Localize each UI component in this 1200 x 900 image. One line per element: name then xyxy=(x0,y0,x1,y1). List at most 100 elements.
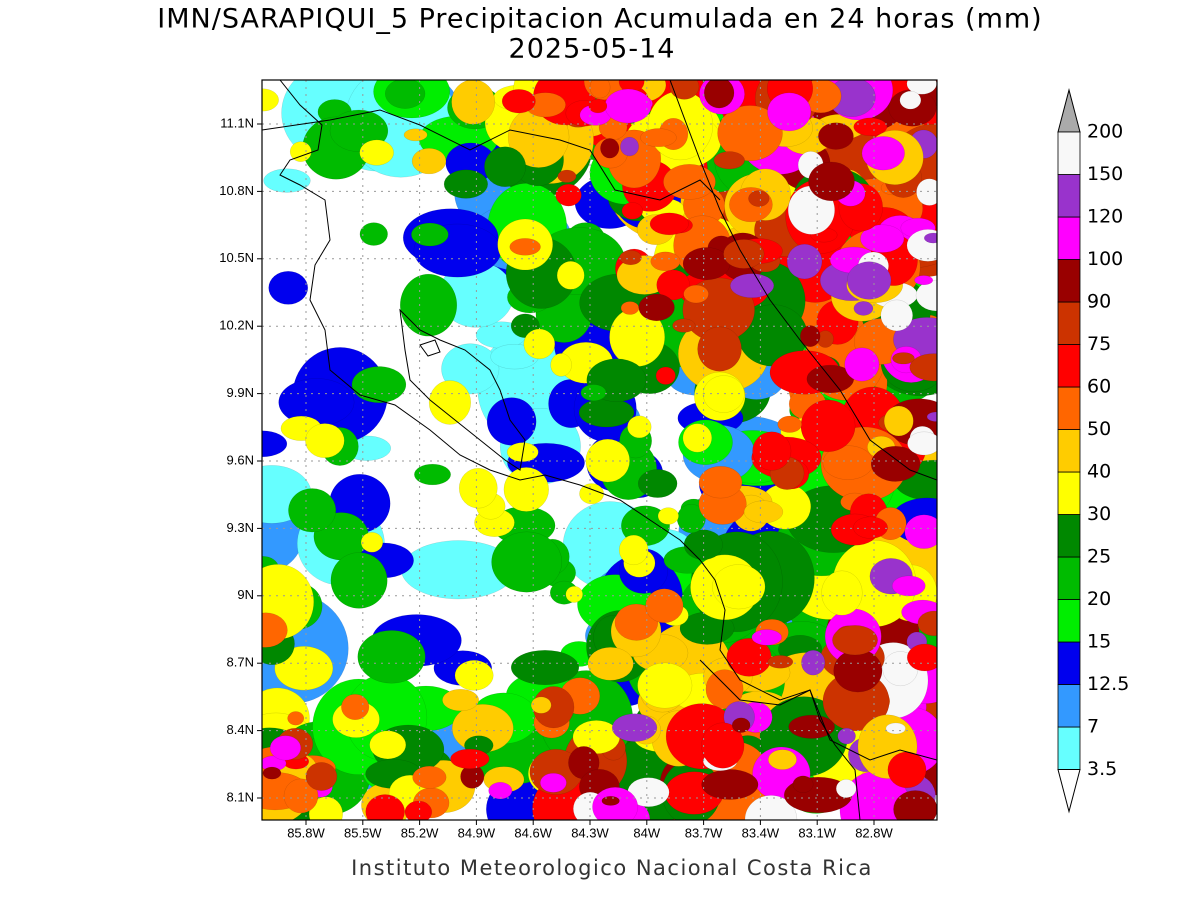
rain-area xyxy=(861,136,905,171)
lat-label: 10.5N xyxy=(219,250,254,265)
colorbar-swatch xyxy=(1057,259,1081,303)
rain-area xyxy=(627,415,652,439)
rain-area xyxy=(269,735,301,761)
rain-area xyxy=(808,161,855,201)
rain-area xyxy=(752,431,792,471)
colorbar-label: 75 xyxy=(1087,333,1111,355)
rain-area xyxy=(263,168,311,193)
rain-area xyxy=(853,301,874,316)
rain-area xyxy=(351,366,407,403)
rain-area xyxy=(792,775,814,793)
rain-area xyxy=(592,787,638,820)
rain-area xyxy=(663,164,716,200)
colorbar-label: 50 xyxy=(1087,418,1111,440)
rain-area xyxy=(404,800,432,820)
rain-area xyxy=(748,190,770,207)
rain-area xyxy=(412,765,447,789)
colorbar-swatch xyxy=(1057,641,1081,685)
rain-area xyxy=(698,466,743,499)
rain-area xyxy=(305,423,345,458)
rain-area xyxy=(523,328,555,360)
rain-area xyxy=(612,713,658,742)
rain-area xyxy=(907,431,937,456)
rain-area xyxy=(730,273,774,298)
rain-area xyxy=(451,80,495,125)
rain-area xyxy=(443,169,488,199)
rain-area xyxy=(844,347,880,382)
rain-area xyxy=(600,138,620,159)
colorbar-swatch xyxy=(1057,471,1081,515)
rain-area xyxy=(588,98,608,114)
rain-area xyxy=(357,630,426,684)
rain-area xyxy=(837,728,856,745)
colorbar-label: 25 xyxy=(1087,546,1111,568)
subtitle: 2025-05-14 xyxy=(509,34,676,65)
rain-area xyxy=(488,782,513,800)
rain-area xyxy=(268,271,308,305)
rain-area xyxy=(450,748,490,769)
map-frame xyxy=(261,79,938,821)
rain-area xyxy=(786,244,823,280)
rain-area xyxy=(400,274,457,337)
rain-area xyxy=(723,239,765,269)
rain-area xyxy=(833,649,883,693)
rain-area xyxy=(885,722,906,735)
rain-area xyxy=(619,250,642,265)
rain-area xyxy=(503,467,549,512)
rain-area xyxy=(880,299,913,332)
rain-area xyxy=(414,464,451,486)
rain-area xyxy=(682,247,731,280)
rain-area xyxy=(853,117,888,136)
rain-area xyxy=(892,352,915,365)
colorbar-swatch xyxy=(1057,684,1081,728)
rain-area xyxy=(914,275,933,285)
rain-area xyxy=(924,232,937,244)
colorbar-swatch xyxy=(1057,429,1081,473)
rain-area xyxy=(601,796,620,806)
colorbar-swatch xyxy=(1057,301,1081,345)
colorbar-label: 150 xyxy=(1087,163,1123,185)
colorbar-label: 15 xyxy=(1087,631,1111,653)
colorbar-label: 3.5 xyxy=(1087,758,1117,780)
rain-area xyxy=(359,222,388,246)
rain-area xyxy=(283,778,319,814)
rain-area xyxy=(511,650,579,685)
rain-area xyxy=(411,222,449,247)
rain-area xyxy=(788,715,835,739)
rain-area xyxy=(712,564,766,610)
rain-area xyxy=(767,655,794,669)
lat-label: 9.6N xyxy=(227,452,254,467)
rain-area xyxy=(341,694,370,720)
colorbar-swatch xyxy=(1057,131,1081,175)
rain-area xyxy=(669,80,700,100)
rain-area xyxy=(565,586,583,603)
rain-area xyxy=(649,212,689,235)
rain-area xyxy=(454,660,494,691)
rain-area xyxy=(915,280,937,312)
rain-area xyxy=(359,139,394,166)
colorbar-label: 20 xyxy=(1087,588,1111,610)
title: IMN/SARAPIQUI_5 Precipitacion Acumulada … xyxy=(157,4,1042,35)
colorbar-label: 30 xyxy=(1087,503,1111,525)
rain-area xyxy=(893,790,937,820)
lon-label: 83.7W xyxy=(685,825,723,840)
coastlines xyxy=(262,80,937,820)
rain-area xyxy=(621,202,643,220)
rain-area xyxy=(360,532,383,553)
precipitation-field xyxy=(262,80,937,820)
rain-area xyxy=(262,612,288,648)
rain-area xyxy=(550,353,572,377)
rain-area xyxy=(705,669,744,709)
rain-area xyxy=(262,88,279,112)
rain-area xyxy=(287,711,304,726)
rain-area xyxy=(909,353,937,382)
colorbar-label: 7 xyxy=(1087,716,1099,738)
rain-area xyxy=(637,662,693,709)
rain-area xyxy=(620,301,639,315)
rain-area xyxy=(682,423,712,453)
rain-area xyxy=(832,625,878,656)
rain-area xyxy=(701,722,745,769)
colorbar-label: 120 xyxy=(1087,206,1123,228)
rain-area xyxy=(899,91,922,110)
colorbar-swatch xyxy=(1057,344,1081,388)
